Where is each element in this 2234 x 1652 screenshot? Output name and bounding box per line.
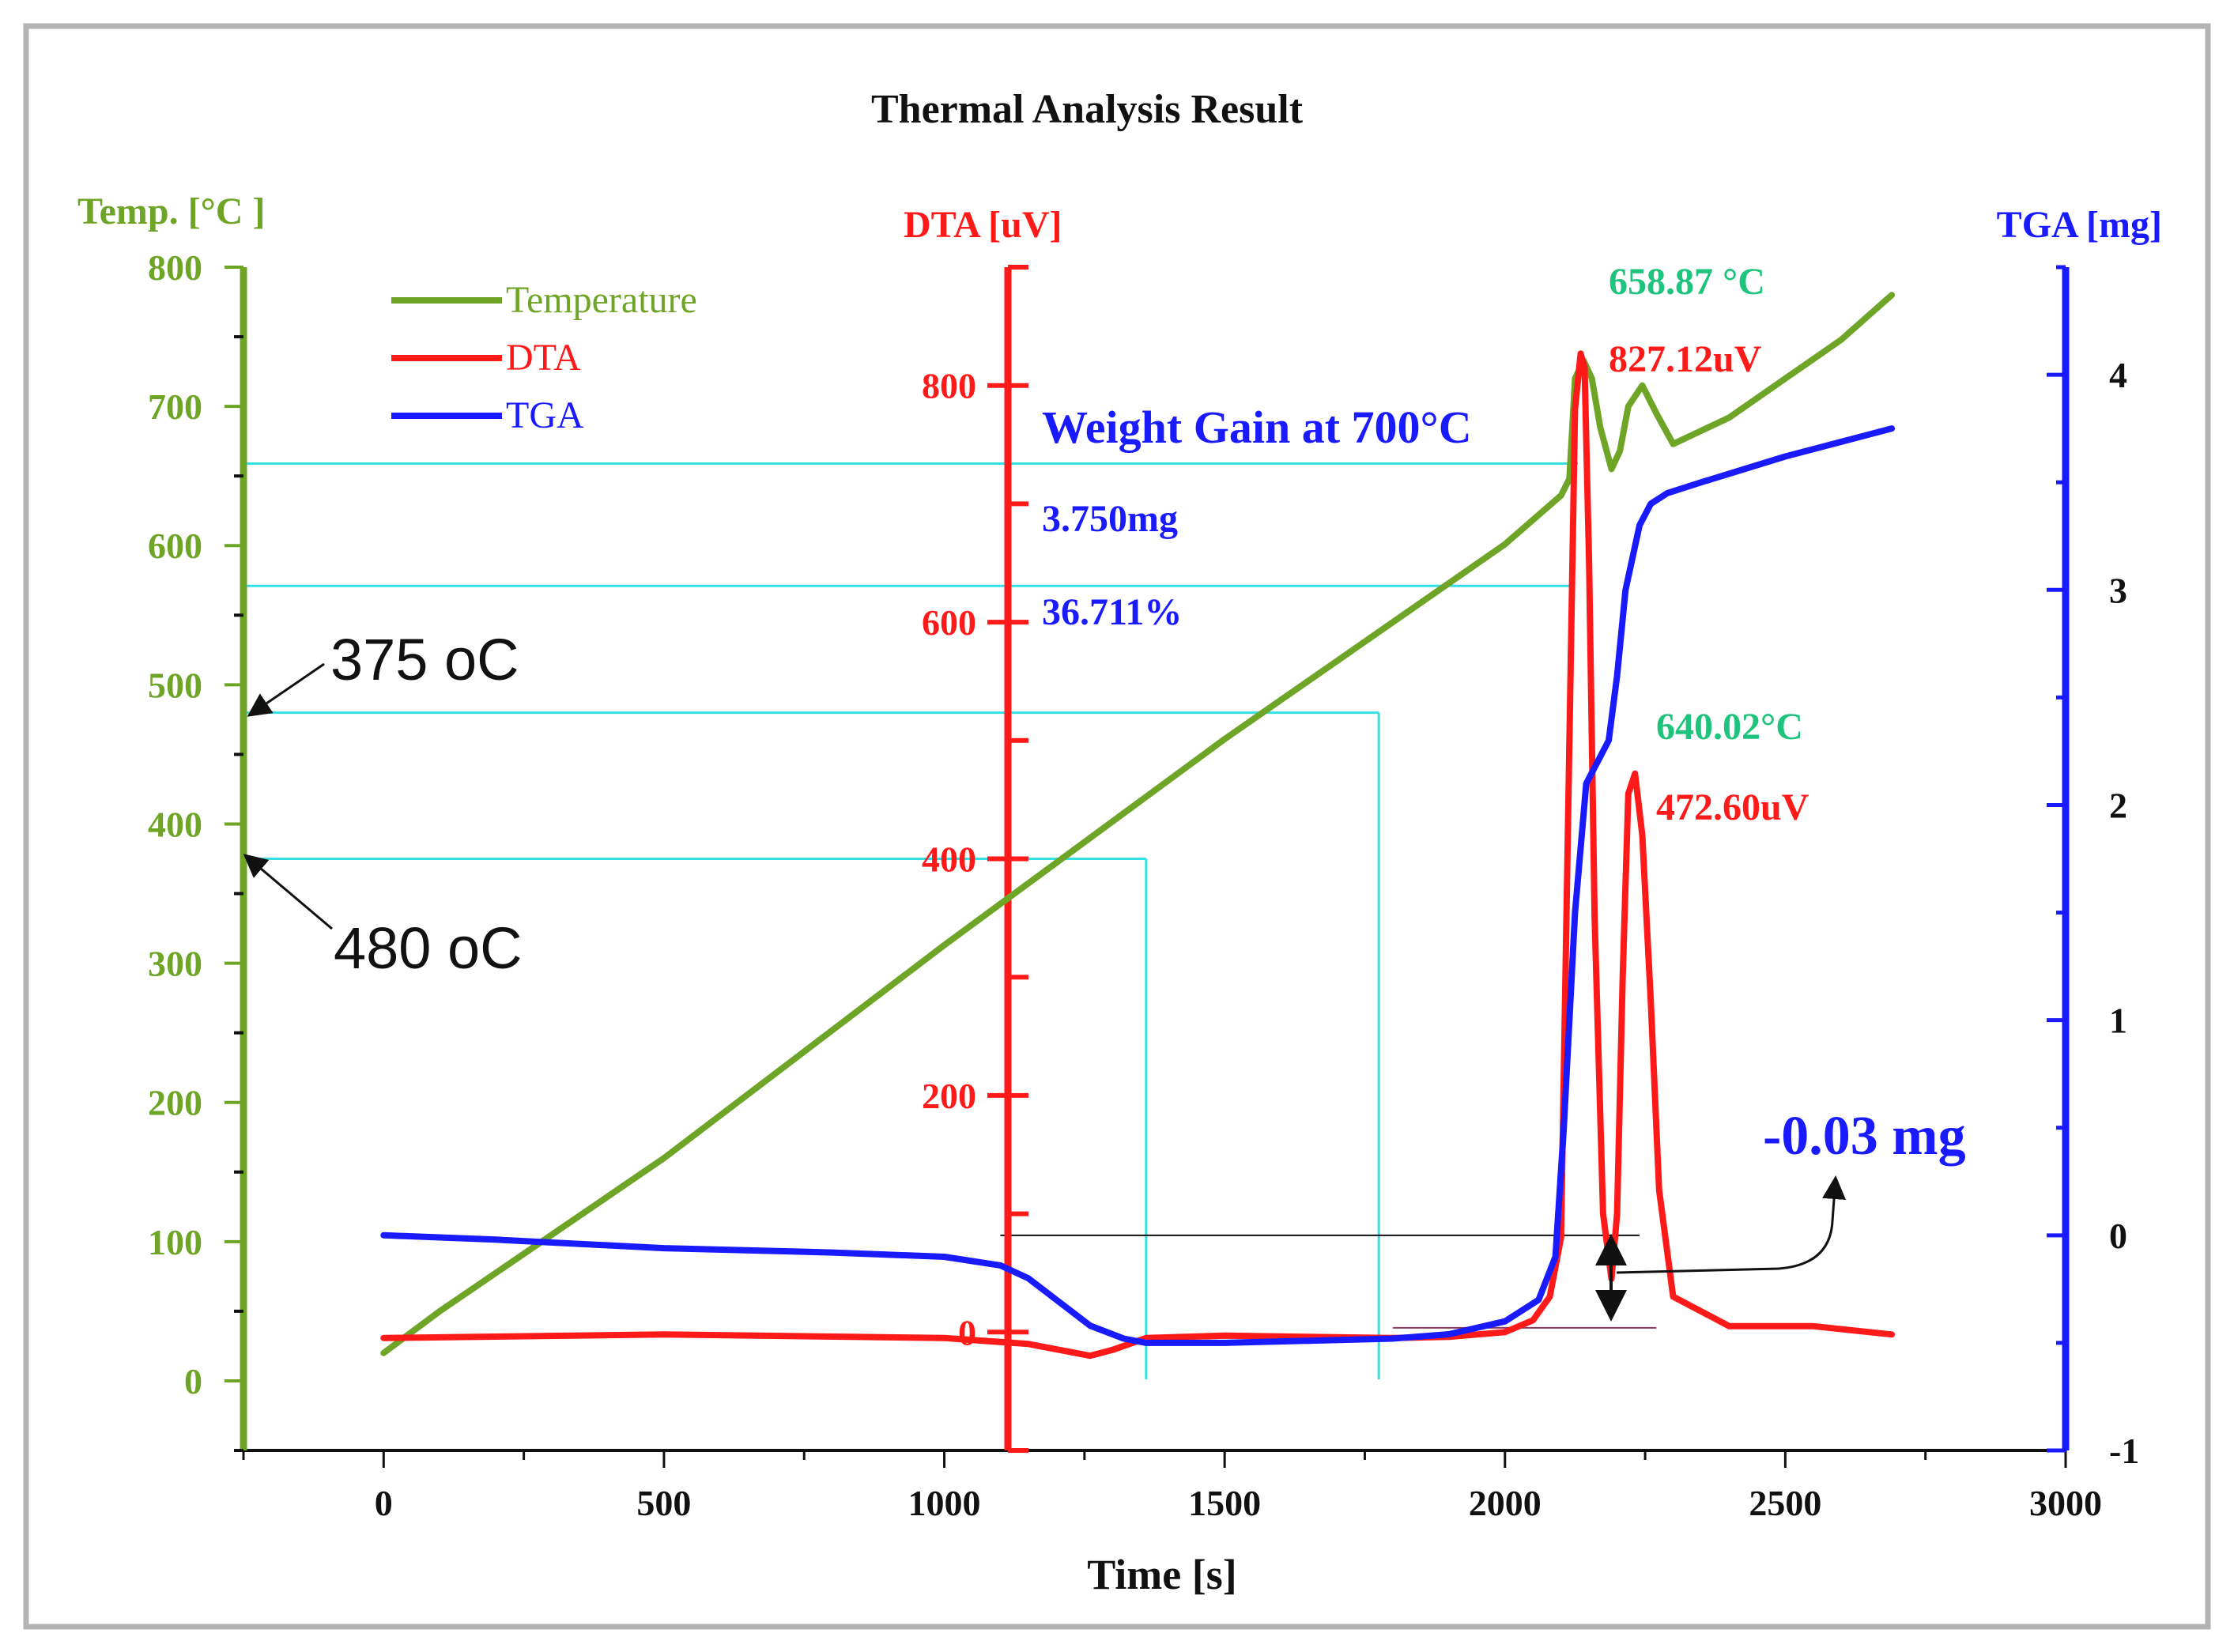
arrow-480 xyxy=(243,854,333,930)
peak2-dta-label: 472.60uV xyxy=(1656,786,1809,828)
legend-entry: Temperature xyxy=(506,279,697,321)
dta-tick-label: 400 xyxy=(922,839,976,880)
weight-gain-pct: 36.711% xyxy=(1042,591,1182,633)
temp-tick-label: 800 xyxy=(148,247,202,288)
chart-title: Thermal Analysis Result xyxy=(871,87,1304,132)
dta-axis-label: DTA [uV] xyxy=(904,204,1062,246)
legend: Temperature DTA TGA xyxy=(391,279,697,436)
temp-tick-label: 200 xyxy=(148,1083,202,1123)
dta-tick-label: 0 xyxy=(958,1312,976,1352)
x-tick-label: 2500 xyxy=(1749,1483,1821,1523)
temp-375-label: 375 oC xyxy=(330,627,519,692)
tga-tick-label: 3 xyxy=(2109,570,2127,610)
temp-tick-label: 700 xyxy=(148,387,202,427)
temp-480-label: 480 oC xyxy=(334,915,523,981)
tga-tick-label: -1 xyxy=(2109,1431,2139,1471)
x-tick-label: 3000 xyxy=(2029,1483,2102,1523)
temp-tick-label: 600 xyxy=(148,526,202,566)
x-tick-label: 500 xyxy=(636,1483,691,1523)
series-line-dta xyxy=(380,350,1896,1360)
loss-callout-arrow xyxy=(1616,1175,1847,1274)
series-line-temperature xyxy=(380,292,1896,1356)
series-line-tga xyxy=(380,425,1896,1346)
temp-tick-label: 400 xyxy=(148,804,202,844)
peak1-dta-label: 827.12uV xyxy=(1609,338,1762,380)
tga-axis-label: TGA [mg] xyxy=(1997,204,2162,246)
x-tick-label: 1500 xyxy=(1188,1483,1261,1523)
temp-tick-label: 500 xyxy=(148,665,202,705)
legend-entry: TGA xyxy=(506,394,584,436)
dta-tick-label: 600 xyxy=(922,602,976,643)
tga-tick-label: 2 xyxy=(2109,785,2127,825)
chart-border xyxy=(23,23,2211,1630)
temp-tick-label: 0 xyxy=(184,1361,202,1401)
weight-gain-title: Weight Gain at 700°C xyxy=(1042,402,1472,453)
peak1-temp-label: 658.87 °C xyxy=(1609,261,1765,303)
dta-tick-label: 800 xyxy=(922,366,976,406)
x-tick-label: 2000 xyxy=(1469,1483,1542,1523)
weight-gain-mg: 3.750mg xyxy=(1042,498,1178,540)
peak2-temp-label: 640.02°C xyxy=(1656,706,1803,748)
axes-group: 0 500 1000 1500 2000 2500 30000100200300400500… xyxy=(148,247,2139,1523)
x-tick-label: 1000 xyxy=(908,1483,981,1523)
tga-tick-label: 1 xyxy=(2109,1001,2127,1041)
loss-label: -0.03 mg xyxy=(1763,1106,1966,1167)
temp-axis-label: Temp. [°C ] xyxy=(77,190,265,232)
dta-tick-label: 200 xyxy=(922,1076,976,1116)
x-axis-label: Time [s] xyxy=(1087,1551,1236,1598)
tga-tick-label: 4 xyxy=(2109,355,2127,395)
arrow-375 xyxy=(247,662,325,717)
guide-lines xyxy=(243,462,1657,1380)
temp-tick-label: 100 xyxy=(148,1222,202,1262)
x-tick-label: 0 xyxy=(375,1483,393,1523)
legend-entry: DTA xyxy=(506,337,581,379)
series-group xyxy=(380,292,1896,1360)
temp-tick-label: 300 xyxy=(148,944,202,984)
tga-tick-label: 0 xyxy=(2109,1216,2127,1256)
